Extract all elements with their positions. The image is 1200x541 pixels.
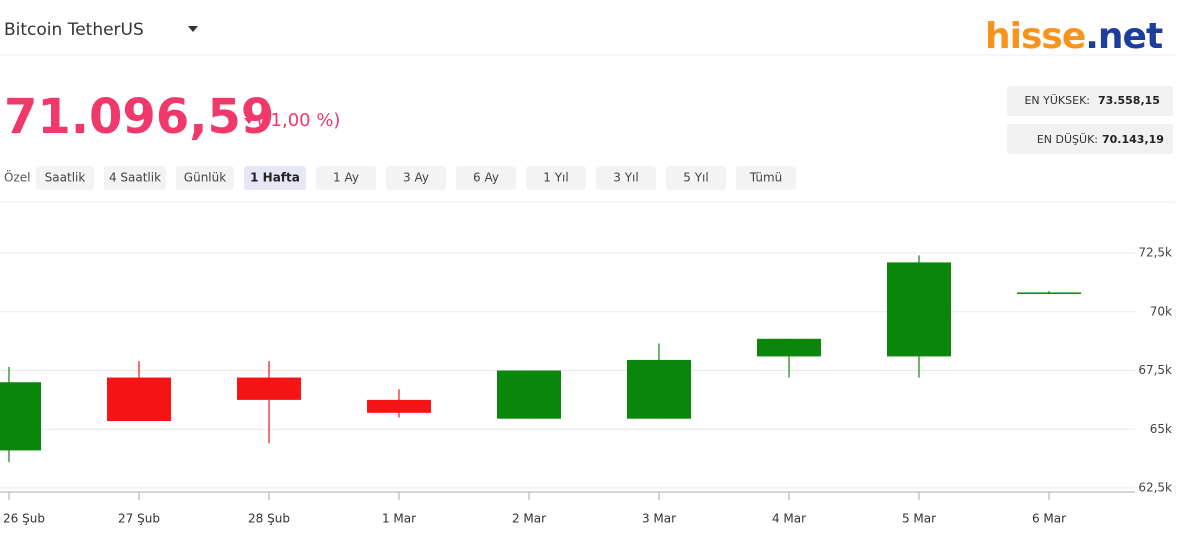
candle-body: [367, 399, 431, 413]
stat-box: [1007, 124, 1173, 154]
x-tick-label: 1 Mar: [382, 512, 416, 526]
stat-box: [1007, 86, 1173, 116]
tab-bg[interactable]: [736, 166, 796, 190]
candle-body: [107, 377, 171, 422]
symbol-title[interactable]: Bitcoin TetherUS: [4, 20, 144, 40]
logo[interactable]: hisse.net: [985, 16, 1164, 57]
logo-part: hisse: [985, 16, 1085, 57]
tab[interactable]: Tümü: [749, 171, 783, 185]
tab-bg[interactable]: [386, 166, 446, 190]
tab[interactable]: 6 Ay: [473, 171, 499, 185]
stat-value: 70.143,19: [1102, 133, 1164, 146]
logo-part: .net: [1085, 16, 1163, 57]
candle-body: [1017, 292, 1081, 294]
tab-bg[interactable]: [316, 166, 376, 190]
tab-bg[interactable]: [104, 166, 166, 190]
tab[interactable]: 1 Ay: [333, 171, 359, 185]
x-tick-label: 2 Mar: [512, 512, 546, 526]
tab[interactable]: 1 Hafta: [250, 171, 300, 185]
y-tick-label: 65k: [1150, 422, 1172, 436]
candle-body: [237, 377, 301, 400]
candle-body: [627, 359, 691, 419]
x-tick-label: 5 Mar: [902, 512, 936, 526]
dropdown-icon[interactable]: [188, 26, 198, 32]
stat-label: EN YÜKSEK:: [1024, 94, 1090, 107]
candle-body: [757, 338, 821, 357]
price-change: (-1,00 %): [257, 110, 340, 131]
tab[interactable]: 3 Ay: [403, 171, 429, 185]
x-tick-label: 27 Şub: [118, 512, 160, 526]
tab[interactable]: 4 Saatlik: [109, 171, 161, 185]
y-tick-label: 70k: [1150, 304, 1172, 318]
price: 71.096,59: [4, 89, 274, 145]
tab[interactable]: 5 Yıl: [683, 171, 708, 185]
candle-body: [497, 370, 561, 419]
x-tick-label: 4 Mar: [772, 512, 806, 526]
x-tick-label: 3 Mar: [642, 512, 676, 526]
tab[interactable]: Saatlik: [45, 171, 86, 185]
x-tick-label: 28 Şub: [248, 512, 290, 526]
tab[interactable]: Günlük: [184, 171, 226, 185]
tab-bg[interactable]: [456, 166, 516, 190]
stat-value: 73.558,15: [1098, 94, 1160, 107]
y-tick-label: 72,5k: [1138, 246, 1172, 260]
stat-label: EN DÜŞÜK:: [1037, 133, 1098, 146]
tab-bg[interactable]: [36, 166, 94, 190]
tab[interactable]: 3 Yıl: [613, 171, 638, 185]
tab-bg[interactable]: [176, 166, 234, 190]
x-tick-label: 26 Şub: [3, 512, 45, 526]
tab-bg[interactable]: [526, 166, 586, 190]
tab[interactable]: 1 Yıl: [543, 171, 568, 185]
tab-bg[interactable]: [666, 166, 726, 190]
tab-bg[interactable]: [244, 166, 306, 190]
tab[interactable]: Özel: [4, 169, 30, 185]
down-icon: [244, 118, 254, 124]
x-tick-label: 6 Mar: [1032, 512, 1066, 526]
candle-body: [887, 262, 951, 357]
tab-bg[interactable]: [596, 166, 656, 190]
y-tick-label: 67,5k: [1138, 363, 1172, 377]
candle-body: [0, 382, 41, 451]
y-tick-label: 62,5k: [1138, 481, 1172, 495]
